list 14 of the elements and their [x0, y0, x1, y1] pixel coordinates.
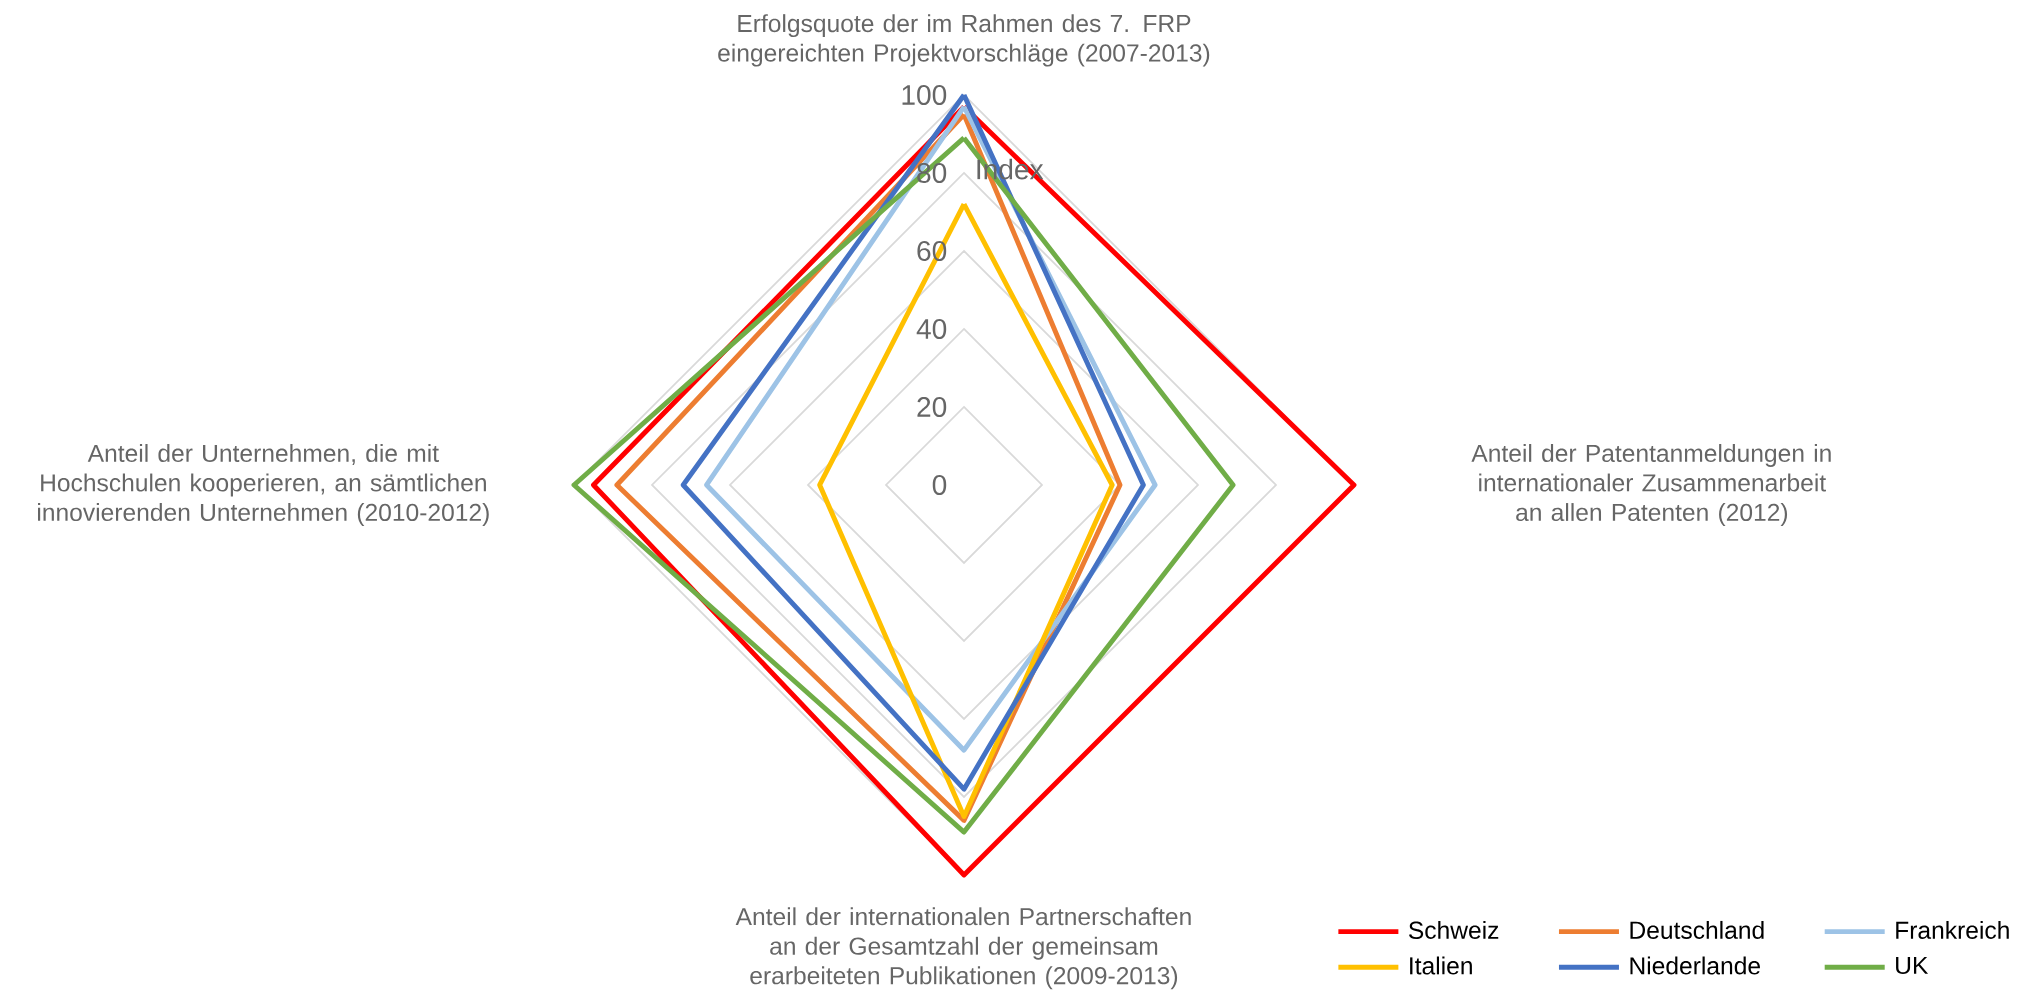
legend-label: Schweiz	[1408, 920, 1499, 939]
y-tick-label: 20	[917, 397, 947, 417]
legend-label: Italien	[1410, 956, 1472, 975]
y-tick-label: 100	[902, 85, 947, 105]
spoke-label: Erfolgsquote der im Rahmen des 7. FRP eingereichten Projektvorschläge (2007-2013)	[718, 14, 1210, 67]
legend-label: Frankreich	[1896, 920, 2009, 939]
spoke-label: Anteil der internationalen Partnerschaften an der Gesamtzahl der gemeinsam erarbeiteten Publikationen (2009-2013)	[735, 907, 1191, 990]
legend-label: Niederlande	[1630, 956, 1760, 975]
legend-label: Deutschland	[1630, 920, 1764, 939]
spoke-label: Anteil der Patentanmeldungen in internationaler Zusammenarbeit an allen Patenten (2012)	[1471, 444, 1831, 526]
legend-label: UK	[1896, 956, 1929, 975]
spoke-label: Anteil der Unternehmen, die mit Hochschulen kooperieren, an sämtlichen innovierenden Unternehmen (2010-2012)	[38, 444, 489, 526]
y-tick-label: 40	[916, 319, 947, 339]
y-tick-label: 0	[932, 475, 947, 495]
